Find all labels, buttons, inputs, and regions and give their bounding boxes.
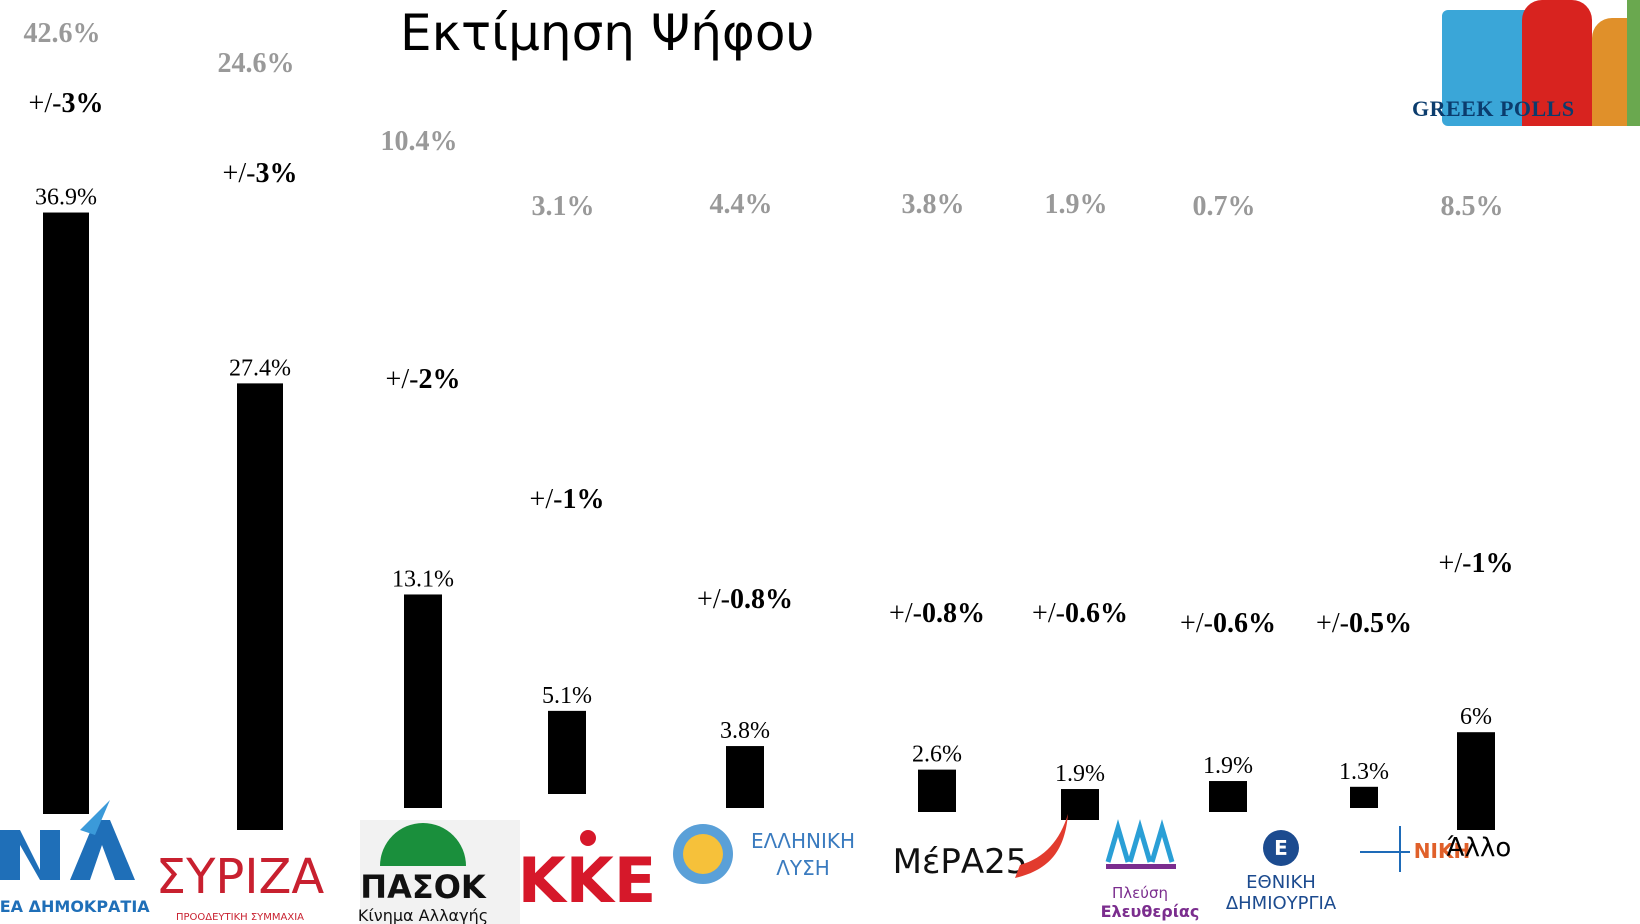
previous-label-7: 1.9%	[1045, 189, 1108, 220]
bar-4	[548, 710, 586, 794]
value-label-2: 27.4%	[229, 355, 291, 381]
pasok-logo-text: ΠΑΣΟΚ	[360, 868, 487, 906]
syriza-logo-subtitle: ΠΡΟΟΔΕΥΤΙΚΗ ΣΥΜΜΑΧΙΑ	[176, 912, 304, 923]
syriza-logo-text: ΣΥΡΙΖΑ	[156, 849, 325, 905]
kke-logo-hammer-sickle	[580, 830, 596, 846]
value-label-7: 1.9%	[1055, 761, 1105, 787]
bar-6	[918, 769, 956, 812]
value-label-8: 1.9%	[1203, 753, 1253, 779]
nd-logo-letter-d	[70, 820, 135, 880]
value-label-9: 1.3%	[1339, 759, 1389, 785]
margin-label-8: +/-0.6%	[1180, 608, 1276, 639]
nd-logo-accent	[80, 800, 110, 835]
plefsi-logo-text-2: Ελευθερίας	[1101, 902, 1200, 921]
margin-label-1: +/-3%	[29, 88, 104, 119]
value-label-5: 3.8%	[720, 718, 770, 744]
bar-5	[726, 746, 764, 808]
bar-9	[1350, 786, 1378, 808]
logo-green-figure	[1627, 0, 1640, 126]
previous-label-3: 10.4%	[381, 126, 458, 157]
value-label-1: 36.9%	[35, 185, 97, 211]
previous-label-5: 4.4%	[710, 189, 773, 220]
previous-label-6: 3.8%	[902, 189, 965, 220]
ethniki-dimiourgia-logo-text-1: ΕΘΝΙΚΗ	[1246, 872, 1316, 893]
plefsi-logo-sails	[1105, 819, 1175, 863]
previous-label-8: 0.7%	[1193, 191, 1256, 222]
elliniki-lysi-logo-text-1: ΕΛΛΗΝΙΚΗ	[751, 829, 855, 853]
value-label-3: 13.1%	[392, 566, 454, 592]
chart-title: Εκτίμηση Ψήφου	[400, 4, 815, 62]
plefsi-logo-text-1: Πλεύση	[1112, 884, 1168, 902]
ethniki-dimiourgia-logo-emblem	[1263, 830, 1299, 866]
greek-polls-logo: GREEK POLLS	[1412, 0, 1640, 126]
nd-logo-letter-n	[0, 830, 60, 880]
nd-logo-text: ΝΕΑ ΔΗΜΟΚΡΑΤΙΑ	[0, 897, 150, 916]
margin-label-5: +/-0.8%	[697, 584, 793, 615]
margin-label-9: +/-0.5%	[1316, 608, 1412, 639]
value-label-10: 6%	[1460, 704, 1492, 730]
previous-label-1: 42.6%	[24, 18, 101, 49]
kke-logo-text: ΚΚΕ	[518, 844, 656, 917]
margin-label-7: +/-0.6%	[1032, 598, 1128, 629]
pasok-logo-sun	[380, 823, 466, 866]
bar-7	[1061, 789, 1099, 820]
ethniki-dimiourgia-logo-glyph: Ε	[1274, 836, 1288, 860]
bar-8	[1209, 781, 1247, 812]
value-label-4: 5.1%	[542, 683, 592, 709]
margin-label-6: +/-0.8%	[889, 598, 985, 629]
bar-2	[237, 383, 283, 830]
margin-label-4: +/-1%	[530, 484, 605, 515]
logo-red-figure	[1522, 0, 1592, 126]
previous-label-10: 8.5%	[1441, 191, 1504, 222]
ethniki-dimiourgia-logo-text-2: ΔΗΜΙΟΥΡΓΙΑ	[1226, 893, 1337, 914]
elliniki-lysi-logo-text-2: ΛΥΣΗ	[776, 856, 830, 880]
bar-3	[404, 594, 442, 808]
bar-1	[43, 212, 89, 814]
value-label-6: 2.6%	[912, 742, 962, 768]
margin-label-10: +/-1%	[1439, 548, 1514, 579]
pasok-logo-subtitle: Κίνημα Αλλαγής	[358, 906, 488, 924]
margin-label-2: +/-3%	[223, 158, 298, 189]
other-label: Άλλο	[1447, 833, 1512, 863]
niki-logo-text: ΝΙΚΗ	[1414, 839, 1470, 863]
greek-polls-logo-text: GREEK POLLS	[1412, 96, 1575, 121]
mera25-logo-swoosh	[1015, 814, 1068, 878]
elliniki-lysi-logo-compass	[683, 834, 723, 874]
margin-label-3: +/-2%	[386, 364, 461, 395]
previous-label-4: 3.1%	[532, 191, 595, 222]
plefsi-logo-base	[1106, 864, 1176, 869]
previous-label-2: 24.6%	[218, 48, 295, 79]
mera25-logo-text: ΜέΡΑ25	[893, 842, 1028, 882]
bar-10	[1457, 732, 1495, 830]
